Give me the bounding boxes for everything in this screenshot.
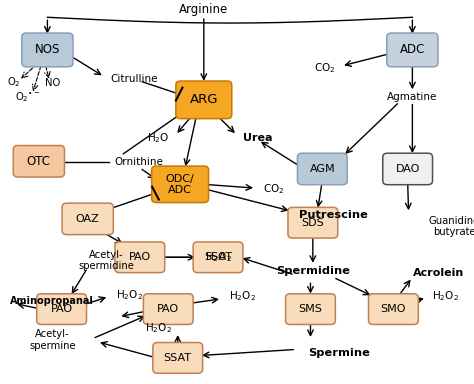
FancyBboxPatch shape xyxy=(62,203,113,235)
Text: PAO: PAO xyxy=(157,304,179,314)
Text: O$_2$: O$_2$ xyxy=(8,75,21,89)
Text: H$_2$O$_2$: H$_2$O$_2$ xyxy=(145,321,172,335)
Text: Aminopropanal: Aminopropanal xyxy=(10,296,94,306)
FancyBboxPatch shape xyxy=(383,153,432,185)
Text: H$_2$O$_2$: H$_2$O$_2$ xyxy=(205,250,232,264)
FancyBboxPatch shape xyxy=(298,153,347,185)
Text: Citrulline: Citrulline xyxy=(110,74,157,84)
FancyBboxPatch shape xyxy=(176,81,232,119)
Text: SSAT: SSAT xyxy=(164,353,192,363)
Text: SSAT: SSAT xyxy=(204,252,232,262)
FancyBboxPatch shape xyxy=(22,33,73,67)
Text: PAO: PAO xyxy=(129,252,151,262)
Text: SMO: SMO xyxy=(381,304,406,314)
FancyBboxPatch shape xyxy=(368,294,418,324)
Text: NO: NO xyxy=(46,78,61,88)
Text: Acrolein: Acrolein xyxy=(413,268,465,278)
FancyBboxPatch shape xyxy=(115,242,165,273)
Text: Guanidino
butyrate: Guanidino butyrate xyxy=(429,216,474,237)
Text: SMS: SMS xyxy=(299,304,322,314)
FancyBboxPatch shape xyxy=(288,207,337,238)
Text: H$_2$O$_2$: H$_2$O$_2$ xyxy=(432,289,459,303)
Text: NOS: NOS xyxy=(35,43,60,56)
Text: Agmatine: Agmatine xyxy=(387,92,438,102)
Text: Putrescine: Putrescine xyxy=(299,210,367,220)
FancyBboxPatch shape xyxy=(152,166,209,203)
Text: Spermine: Spermine xyxy=(308,348,370,358)
Text: OAZ: OAZ xyxy=(76,214,100,224)
FancyBboxPatch shape xyxy=(193,242,243,273)
Text: H$_2$O$_2$: H$_2$O$_2$ xyxy=(229,290,256,303)
FancyBboxPatch shape xyxy=(36,294,86,324)
Text: Arginine: Arginine xyxy=(179,3,228,16)
Text: H$_2$O: H$_2$O xyxy=(147,131,170,145)
Text: AGM: AGM xyxy=(310,164,335,174)
Text: H$_2$O$_2$: H$_2$O$_2$ xyxy=(116,288,143,302)
Text: Acetyl-
spermidine: Acetyl- spermidine xyxy=(78,250,134,271)
FancyBboxPatch shape xyxy=(13,146,64,177)
Text: Acetyl-
spermine: Acetyl- spermine xyxy=(29,329,76,351)
Text: SDS: SDS xyxy=(301,218,324,228)
Text: Urea: Urea xyxy=(243,133,272,143)
FancyBboxPatch shape xyxy=(387,33,438,67)
Text: ODC/
ADC: ODC/ ADC xyxy=(166,174,194,195)
Text: PAO: PAO xyxy=(51,304,73,314)
FancyBboxPatch shape xyxy=(285,294,336,324)
Text: ARG: ARG xyxy=(190,93,218,106)
FancyBboxPatch shape xyxy=(143,294,193,324)
Text: DAO: DAO xyxy=(395,164,420,174)
Text: Ornithine: Ornithine xyxy=(115,157,164,167)
Text: OTC: OTC xyxy=(27,155,51,168)
Text: CO$_2$: CO$_2$ xyxy=(314,61,336,75)
Text: ADC: ADC xyxy=(400,43,425,56)
FancyBboxPatch shape xyxy=(153,343,202,373)
Text: O$_2$$^{\bullet-}$: O$_2$$^{\bullet-}$ xyxy=(15,91,40,104)
Text: CO$_2$: CO$_2$ xyxy=(263,182,284,196)
Text: Spermidine: Spermidine xyxy=(276,266,350,276)
